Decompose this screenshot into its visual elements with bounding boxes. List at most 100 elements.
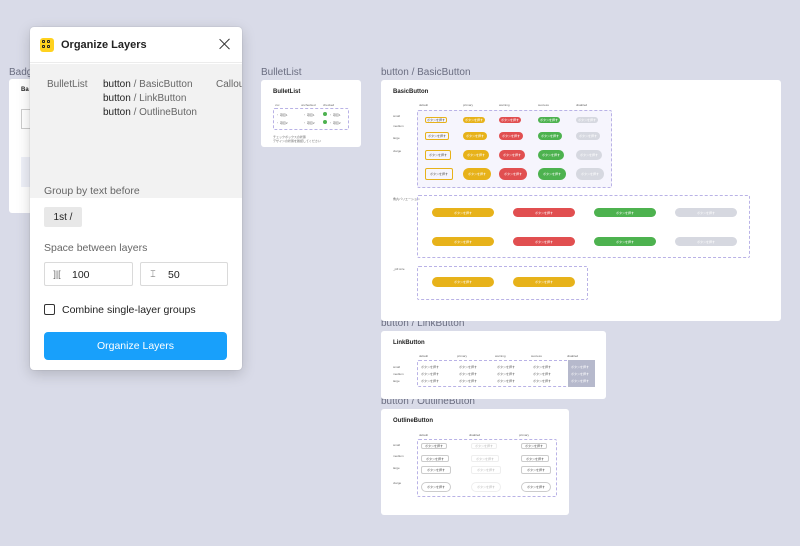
link-variant: ボタンを押す (459, 365, 478, 369)
variant-button: ボタンを押す (513, 237, 575, 246)
vertical-space-input[interactable]: ⌶ 50 (140, 262, 228, 286)
frame-label-link-button[interactable]: button / LinkButton (381, 318, 465, 329)
preview-item: button / OutlineButon (103, 107, 197, 118)
variant-button: ボタンを押す (594, 208, 656, 217)
outline-variant-grid (417, 439, 557, 497)
frame-label-outline-button[interactable]: button / OutlineButon (381, 396, 475, 407)
variant-button: ボタンを押す (499, 150, 525, 160)
variant-button: ボタンを押す (538, 150, 564, 160)
variant-button: ボタンを押す (675, 237, 737, 246)
outline-variant: ボタンを押す (471, 466, 501, 474)
variant-button: ボタンを押す (675, 208, 737, 217)
organize-layers-panel: Organize Layers BulletList button / Basi… (30, 27, 242, 370)
variant-button: ボタンを押す (425, 150, 451, 160)
variant-button: ボタンを押す (463, 168, 491, 180)
link-variant: ボタンを押す (497, 365, 516, 369)
preview-item: button / LinkButton (103, 93, 187, 104)
outline-variant: ボタンを押す (421, 466, 451, 474)
space-label: Space between layers (44, 242, 148, 254)
outline-variant: ボタンを押す (421, 482, 451, 492)
bullet-row: ・ 項目2 (276, 121, 288, 125)
group-preview: BulletList button / BasicButton button /… (30, 64, 242, 198)
variant-button: ボタンを押す (499, 168, 527, 180)
link-variant: ボタンを押す (533, 365, 552, 369)
outline-variant: ボタンを押す (421, 443, 447, 449)
preview-group-bulletlist: BulletList (47, 79, 88, 90)
vertical-spacing-icon: ⌶ (150, 269, 156, 279)
check-icon (323, 120, 327, 124)
bullet-row: ・ 項目2 (303, 121, 315, 125)
pill-variant-group (417, 266, 588, 300)
frame-label-bulletlist[interactable]: BulletList (261, 67, 302, 78)
variant-button: ボタンを押す (432, 277, 494, 287)
variant-button: ボタンを押す (425, 132, 449, 140)
check-icon (323, 112, 327, 116)
variant-button: ボタンを押す (594, 237, 656, 246)
radius-variant-group (417, 195, 750, 258)
link-variant: ボタンを押す (571, 379, 590, 383)
bulletlist-variants (273, 108, 349, 130)
variant-button: ボタンを押す (538, 168, 566, 180)
plugin-logo-icon (40, 38, 54, 52)
variant-button: ボタンを押す (576, 132, 600, 140)
outline-variant: ボタンを押す (521, 443, 547, 449)
variant-button: ボタンを押す (432, 237, 494, 246)
bullet-row: ・ 項目1 (303, 113, 315, 117)
variant-button: ボタンを押す (576, 168, 604, 180)
outline-variant: ボタンを押す (471, 455, 499, 462)
combine-single-layer-label[interactable]: Combine single-layer groups (62, 304, 196, 316)
preview-group-callout: Callou (216, 79, 242, 90)
organize-layers-button[interactable]: Organize Layers (44, 332, 227, 360)
frame-label-basic-button[interactable]: button / BasicButton (381, 67, 471, 78)
variant-button: ボタンを押す (499, 132, 523, 140)
link-button-frame[interactable]: LinkButton default primary warning succe… (381, 331, 606, 399)
outline-variant: ボタンを押す (471, 443, 497, 449)
link-variant: ボタンを押す (459, 379, 478, 383)
group-by-option-1st[interactable]: 1st / (44, 207, 82, 227)
variant-button: ボタンを押す (576, 150, 602, 160)
outline-variant: ボタンを押す (471, 482, 501, 492)
variant-button: ボタンを押す (538, 132, 562, 140)
panel-title: Organize Layers (61, 39, 147, 51)
link-variant: ボタンを押す (421, 372, 440, 376)
variant-button: ボタンを押す (463, 150, 489, 160)
disabled-column (568, 360, 595, 387)
link-variant: ボタンを押す (533, 379, 552, 383)
link-variant: ボタンを押す (421, 365, 440, 369)
close-icon[interactable] (218, 37, 232, 51)
link-variant: ボタンを押す (421, 379, 440, 383)
link-variant: ボタンを押す (459, 372, 478, 376)
variant-button: ボタンを押す (576, 117, 598, 123)
variant-button: ボタンを押す (463, 132, 487, 140)
variant-button: ボタンを押す (513, 277, 575, 287)
bullet-row: ・ 項目2 (329, 121, 341, 125)
link-variant: ボタンを押す (497, 379, 516, 383)
variant-button: ボタンを押す (425, 117, 447, 123)
horizontal-spacing-icon: ]|[ (53, 269, 61, 279)
link-variant: ボタンを押す (571, 372, 590, 376)
link-variant: ボタンを押す (497, 372, 516, 376)
variant-button: ボタンを押す (538, 117, 560, 123)
outline-variant: ボタンを押す (421, 455, 449, 462)
frame-label-badge[interactable]: Badg (9, 67, 33, 78)
basic-button-frame[interactable]: BasicButton default primary warning succ… (381, 80, 781, 321)
horizontal-space-input[interactable]: ]|[ 100 (44, 262, 133, 286)
outline-button-frame[interactable]: OutlineButton default disabled primary s… (381, 409, 569, 515)
link-variant: ボタンを押す (571, 365, 590, 369)
link-variant: ボタンを押す (533, 372, 552, 376)
variant-button: ボタンを押す (499, 117, 521, 123)
variant-button: ボタンを押す (463, 117, 485, 123)
preview-item: button / BasicButton (103, 79, 193, 90)
preview-group-button: button / BasicButton button / LinkButton… (103, 78, 197, 120)
group-by-label: Group by text before (44, 185, 140, 197)
variant-button: ボタンを押す (513, 208, 575, 217)
bullet-row: ・ 項目1 (276, 113, 288, 117)
outline-variant: ボタンを押す (521, 466, 551, 474)
combine-single-layer-checkbox[interactable] (44, 304, 55, 315)
variant-button: ボタンを押す (432, 208, 494, 217)
bullet-row: ・ 項目1 (329, 113, 341, 117)
bulletlist-frame[interactable]: BulletList xxx unchecked checked ・ 項目1 ・… (261, 80, 361, 147)
variant-button: ボタンを押す (425, 168, 453, 180)
outline-variant: ボタンを押す (521, 455, 549, 462)
panel-header: Organize Layers (30, 27, 242, 63)
